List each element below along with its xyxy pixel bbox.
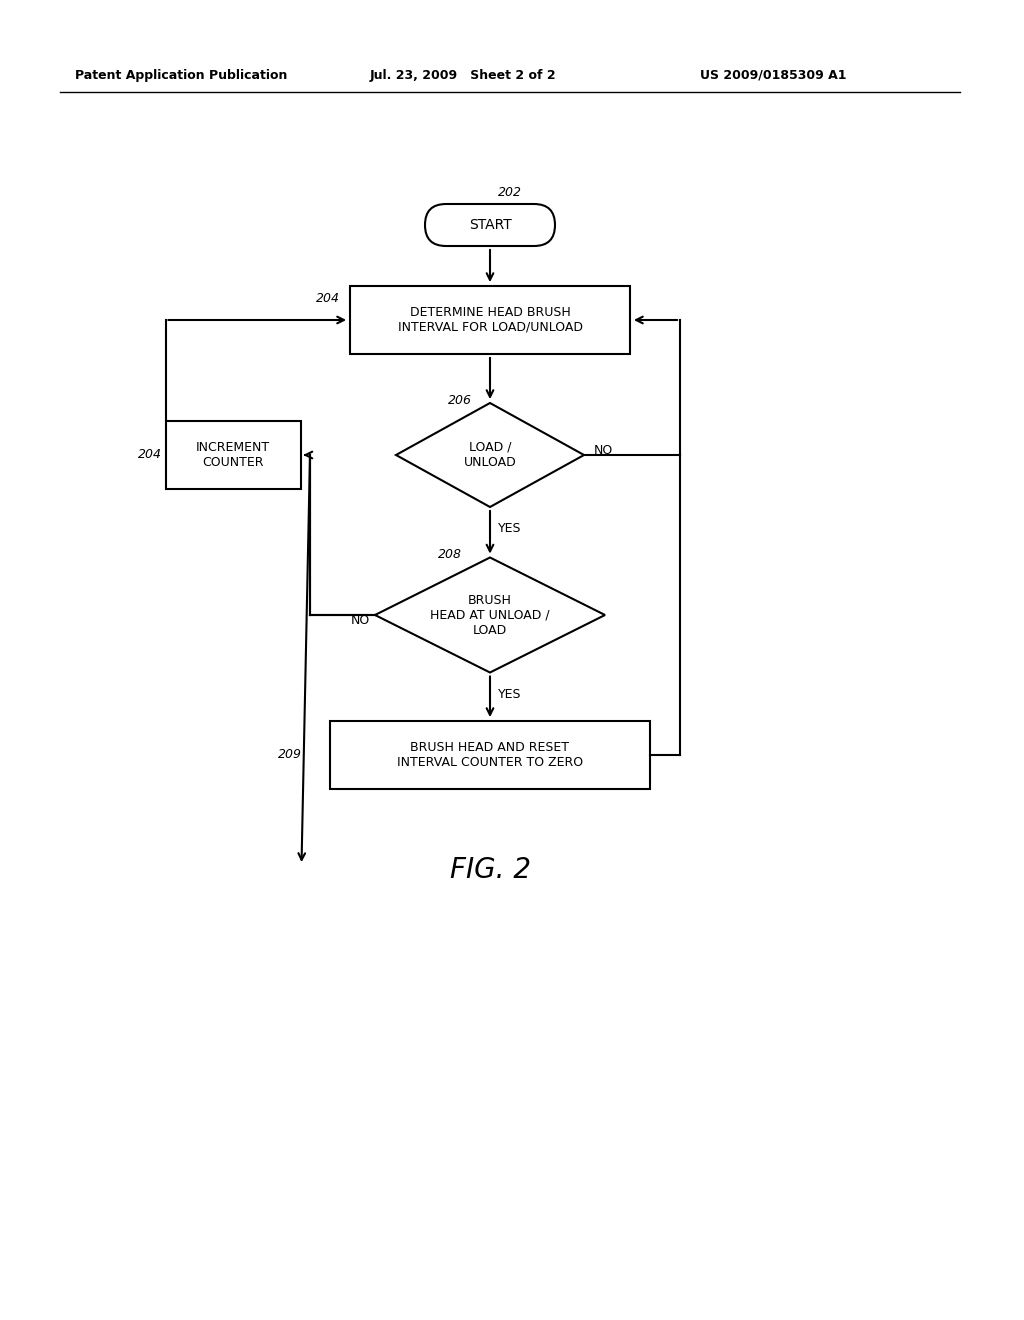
Text: 206: 206: [449, 393, 472, 407]
Bar: [166, 421, 300, 488]
Text: FIG. 2: FIG. 2: [450, 855, 530, 884]
Text: 209: 209: [278, 748, 302, 762]
Text: INCREMENT
COUNTER: INCREMENT COUNTER: [196, 441, 270, 469]
Text: NO: NO: [594, 444, 613, 457]
Text: START: START: [469, 218, 511, 232]
Text: YES: YES: [498, 688, 521, 701]
Text: Jul. 23, 2009   Sheet 2 of 2: Jul. 23, 2009 Sheet 2 of 2: [370, 69, 557, 82]
Text: US 2009/0185309 A1: US 2009/0185309 A1: [700, 69, 847, 82]
Text: NO: NO: [351, 614, 370, 627]
Text: 204: 204: [137, 449, 162, 462]
Text: BRUSH
HEAD AT UNLOAD /
LOAD: BRUSH HEAD AT UNLOAD / LOAD: [430, 594, 550, 636]
Text: 208: 208: [438, 549, 462, 561]
Text: 202: 202: [498, 186, 522, 199]
Text: YES: YES: [498, 523, 521, 536]
Text: Patent Application Publication: Patent Application Publication: [75, 69, 288, 82]
Polygon shape: [396, 403, 584, 507]
FancyBboxPatch shape: [425, 205, 555, 246]
Bar: [330, 721, 650, 789]
Text: 204: 204: [316, 292, 340, 305]
Bar: [350, 286, 630, 354]
Polygon shape: [375, 557, 605, 672]
Text: BRUSH HEAD AND RESET
INTERVAL COUNTER TO ZERO: BRUSH HEAD AND RESET INTERVAL COUNTER TO…: [397, 741, 583, 770]
Text: DETERMINE HEAD BRUSH
INTERVAL FOR LOAD/UNLOAD: DETERMINE HEAD BRUSH INTERVAL FOR LOAD/U…: [397, 306, 583, 334]
Text: LOAD /
UNLOAD: LOAD / UNLOAD: [464, 441, 516, 469]
